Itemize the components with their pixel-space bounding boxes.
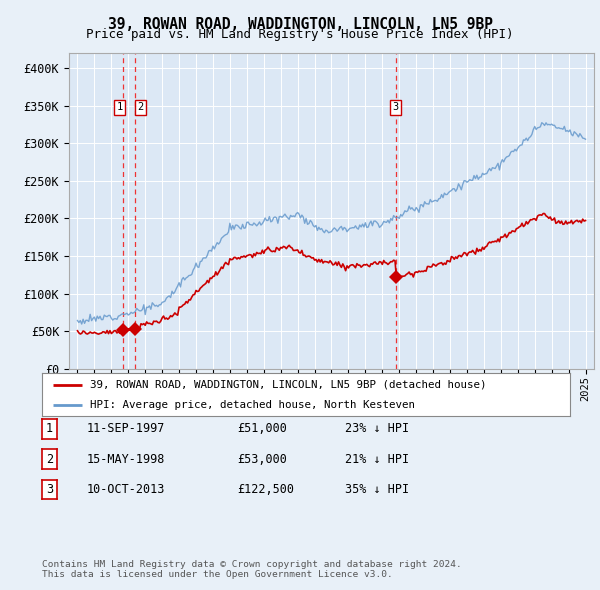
Text: 10-OCT-2013: 10-OCT-2013 xyxy=(87,483,166,496)
Text: Price paid vs. HM Land Registry's House Price Index (HPI): Price paid vs. HM Land Registry's House … xyxy=(86,28,514,41)
Text: 21% ↓ HPI: 21% ↓ HPI xyxy=(345,453,409,466)
Text: £122,500: £122,500 xyxy=(237,483,294,496)
Text: 2: 2 xyxy=(46,453,53,466)
Text: 39, ROWAN ROAD, WADDINGTON, LINCOLN, LN5 9BP (detached house): 39, ROWAN ROAD, WADDINGTON, LINCOLN, LN5… xyxy=(89,380,486,390)
Text: 3: 3 xyxy=(392,102,398,112)
Text: 3: 3 xyxy=(46,483,53,496)
Text: 1: 1 xyxy=(46,422,53,435)
Text: 1: 1 xyxy=(116,102,123,112)
Text: HPI: Average price, detached house, North Kesteven: HPI: Average price, detached house, Nort… xyxy=(89,401,415,410)
Text: £53,000: £53,000 xyxy=(237,453,287,466)
Text: £51,000: £51,000 xyxy=(237,422,287,435)
Text: 11-SEP-1997: 11-SEP-1997 xyxy=(87,422,166,435)
Text: 35% ↓ HPI: 35% ↓ HPI xyxy=(345,483,409,496)
Text: Contains HM Land Registry data © Crown copyright and database right 2024.
This d: Contains HM Land Registry data © Crown c… xyxy=(42,560,462,579)
Text: 15-MAY-1998: 15-MAY-1998 xyxy=(87,453,166,466)
Text: 39, ROWAN ROAD, WADDINGTON, LINCOLN, LN5 9BP: 39, ROWAN ROAD, WADDINGTON, LINCOLN, LN5… xyxy=(107,17,493,31)
Text: 23% ↓ HPI: 23% ↓ HPI xyxy=(345,422,409,435)
Text: 2: 2 xyxy=(137,102,143,112)
